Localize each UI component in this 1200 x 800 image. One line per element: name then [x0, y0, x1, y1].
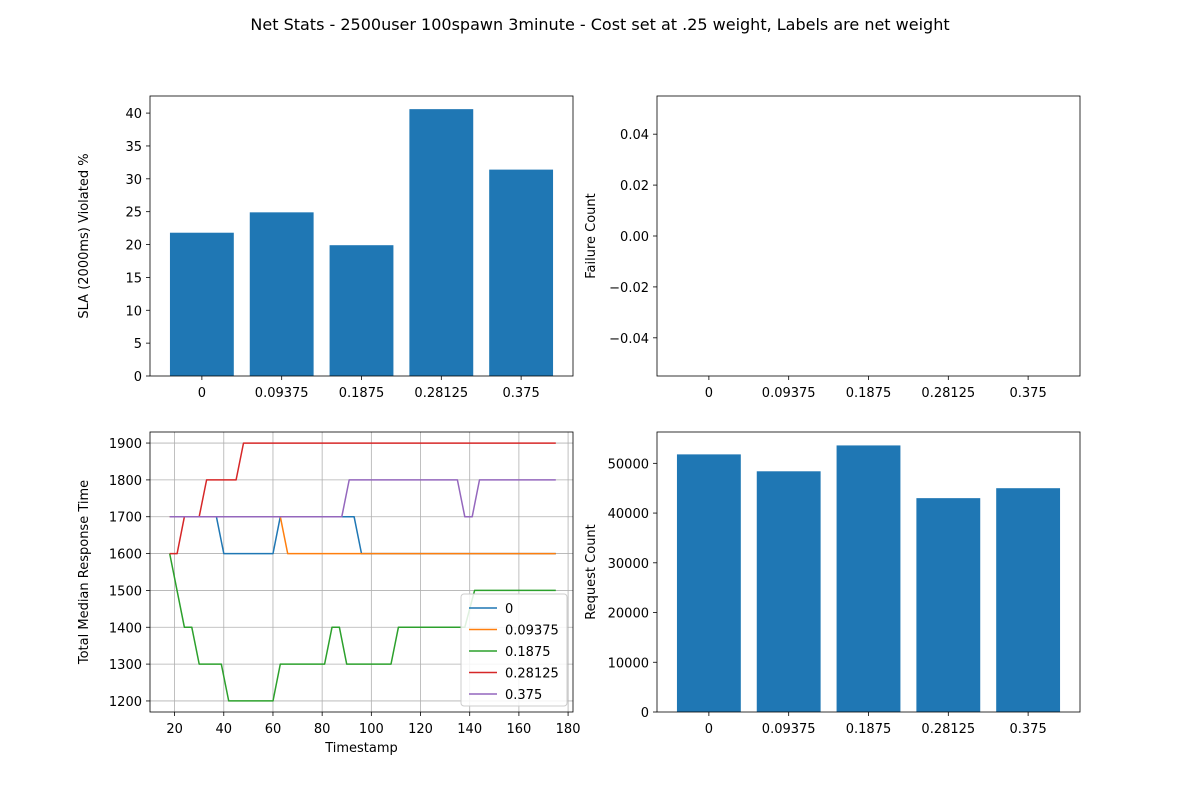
y-tick-label: 0.02: [620, 179, 649, 194]
y-tick-label: 35: [125, 140, 142, 155]
y-tick-label: 40000: [608, 507, 649, 522]
x-tick-label: 180: [556, 722, 581, 737]
chart-bottom-left-ylabel: Total Median Response Time: [77, 480, 92, 665]
y-tick-label: −0.04: [609, 332, 649, 347]
axes-frame: [149, 431, 574, 713]
x-tick-label: 0: [705, 386, 713, 401]
x-tick-label: 60: [265, 722, 282, 737]
y-tick-label: 1600: [109, 548, 142, 563]
chart-top-right: 0 0.09375 0.1875 0.28125 0.375 −0.04 −0.02 0.00…: [584, 95, 1081, 401]
x-tick-label: 0.09375: [762, 386, 816, 401]
y-tick-label: 0: [134, 370, 142, 385]
y-tick-label: 1200: [109, 695, 142, 710]
y-tick-label: −0.02: [609, 281, 649, 296]
series-line-1: [169, 515, 556, 555]
x-tick-label: 160: [506, 722, 531, 737]
x-tick-label: 0: [198, 386, 206, 401]
chart-bottom-left: 20 40 60 80 100 120 140 160 180 1200 1300 1400 1500 1…: [77, 431, 581, 756]
x-tick-label: 0.28125: [921, 722, 975, 737]
chart-top-left-ylabel: SLA (2000ms) Violated %: [77, 153, 92, 318]
x-tick-label: 0.375: [1010, 386, 1047, 401]
x-tick-label: 100: [359, 722, 384, 737]
y-tick-label: 10000: [608, 656, 649, 671]
y-tick-label: 20: [125, 239, 142, 254]
axes-frame: [656, 95, 1081, 377]
bar: [916, 498, 981, 712]
x-tick-label: 20: [166, 722, 183, 737]
y-tick-label: 1800: [109, 474, 142, 489]
y-tick-label: 20000: [608, 607, 649, 622]
bar: [169, 232, 234, 376]
chart-bottom-left-xlabel: Timestamp: [324, 741, 398, 756]
series-line-2: [168, 553, 556, 702]
x-tick-label: 0.1875: [846, 722, 892, 737]
chart-top-left: 0 0.09375 0.1875 0.28125 0.375 0 5 10 15 20 25 30 35…: [77, 95, 574, 401]
y-tick-label: 50000: [608, 457, 649, 472]
series-line-0: [169, 515, 556, 555]
bar: [409, 109, 474, 376]
x-tick-label: 0.28125: [921, 386, 975, 401]
y-tick-label: 30: [125, 173, 142, 188]
x-tick-label: 0.09375: [255, 386, 309, 401]
y-tick-label: 0.00: [620, 230, 649, 245]
x-tick-label: 40: [216, 722, 233, 737]
x-tick-label: 0.1875: [339, 386, 385, 401]
legend-entry: 0.09375: [505, 624, 559, 639]
y-tick-label: 25: [125, 206, 142, 221]
bar: [249, 212, 314, 376]
figure-title: Net Stats - 2500user 100spawn 3minute - …: [250, 15, 949, 34]
y-tick-label: 1500: [109, 584, 142, 599]
y-tick-label: 0: [641, 706, 649, 721]
legend-entry: 0: [505, 602, 513, 617]
x-tick-label: 0.28125: [414, 386, 468, 401]
x-tick-label: 140: [457, 722, 482, 737]
y-tick-label: 30000: [608, 557, 649, 572]
y-tick-label: 0.04: [620, 128, 649, 143]
y-tick-label: 1900: [109, 437, 142, 452]
bar: [836, 445, 901, 712]
y-tick-label: 1400: [109, 621, 142, 636]
x-tick-label: 0.1875: [846, 386, 892, 401]
legend-entry: 0.28125: [505, 667, 559, 682]
x-tick-label: 0.09375: [762, 722, 816, 737]
y-tick-label: 40: [125, 107, 142, 122]
x-tick-label: 120: [408, 722, 433, 737]
bar: [489, 169, 554, 376]
x-tick-label: 0.375: [503, 386, 540, 401]
chart-bottom-right: 0 0.09375 0.1875 0.28125 0.375 0 10000 20000 300…: [584, 431, 1081, 737]
y-tick-label: 1700: [109, 511, 142, 526]
chart-top-right-ylabel: Failure Count: [584, 193, 599, 279]
legend-entry: 0.1875: [505, 645, 551, 660]
bar: [676, 454, 741, 712]
series-line-4: [169, 479, 556, 518]
legend-box: [460, 593, 568, 707]
y-tick-label: 10: [125, 304, 142, 319]
series-line-3: [169, 442, 556, 555]
y-tick-label: 5: [134, 337, 142, 352]
legend: 0 0.09375 0.1875 0.28125 0.375: [460, 593, 568, 707]
bar: [329, 245, 394, 376]
legend-entry: 0.375: [505, 688, 542, 703]
bar: [996, 488, 1061, 712]
x-tick-label: 0.375: [1010, 722, 1047, 737]
x-tick-label: 0: [705, 722, 713, 737]
bar: [756, 471, 821, 712]
x-tick-label: 80: [314, 722, 331, 737]
y-tick-label: 1300: [109, 658, 142, 673]
chart-bottom-right-ylabel: Request Count: [584, 524, 599, 620]
y-tick-label: 15: [125, 271, 142, 286]
